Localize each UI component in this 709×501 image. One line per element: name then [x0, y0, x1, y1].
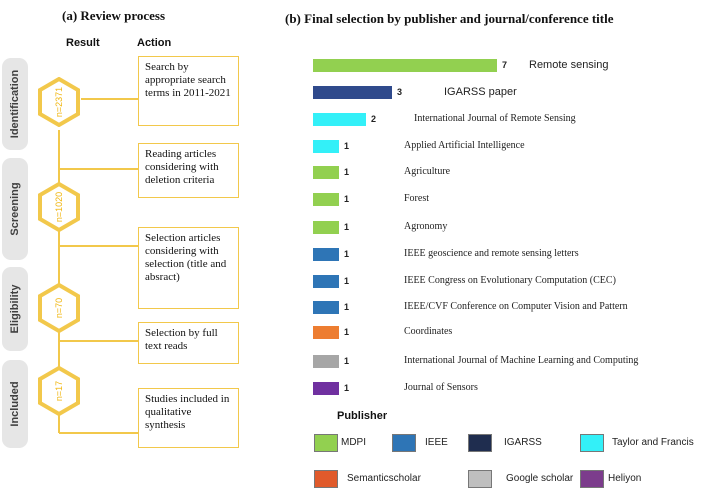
action-box-full-text: Selection by full text reads [138, 322, 239, 364]
legend-label: Google scholar [506, 473, 574, 484]
stage-label-included: Included [9, 381, 21, 427]
final-selection-title: (b) Final selection by publisher and jou… [285, 11, 614, 26]
bar-category-label: IEEE geoscience and remote sensing lette… [404, 248, 579, 259]
bar-1 [313, 59, 497, 72]
legend-label: MDPI [341, 437, 366, 448]
stage-label-screening: Screening [9, 182, 21, 236]
bar-category-label: IGARSS paper [444, 86, 517, 98]
bar-13 [313, 382, 339, 395]
stage-label-identification: Identification [9, 69, 21, 139]
legend-label: IEEE [425, 437, 448, 448]
bar-category-label: Journal of Sensors [404, 382, 478, 393]
connector-included [59, 432, 138, 434]
legend-swatch [580, 434, 604, 452]
bar-category-label: Remote sensing [529, 59, 609, 71]
legend-label: Heliyon [608, 473, 642, 484]
result-hexagon-included [38, 366, 80, 416]
legend-swatch [314, 470, 338, 488]
bar-category-label: Agriculture [404, 166, 451, 177]
result-hexagon-identification [38, 77, 80, 127]
bar-value-label: 1 [344, 302, 350, 312]
bar-10 [313, 301, 339, 314]
result-hexagon-screening [38, 182, 80, 232]
bar-value-label: 1 [344, 356, 350, 366]
bar-value-label: 1 [344, 167, 350, 177]
bar-value-label: 1 [344, 222, 350, 232]
action-box-screening: Reading articles considering with deleti… [138, 143, 239, 198]
bar-9 [313, 275, 339, 288]
bar-value-label: 1 [344, 276, 350, 286]
bar-12 [313, 355, 339, 368]
bar-category-label: International Journal of Remote Sensing [414, 113, 576, 124]
bar-category-label: Forest [404, 193, 429, 204]
bar-2 [313, 86, 392, 99]
legend-swatch [580, 470, 604, 488]
bar-3 [313, 113, 366, 126]
legend-label: Taylor and Francis [612, 437, 694, 448]
bar-category-label: Applied Artificial Intelligence [404, 140, 525, 151]
action-box-search: Search by appropriate search terms in 20… [138, 56, 239, 126]
bar-value-label: 1 [344, 327, 350, 337]
review-process-title: (a) Review process [62, 8, 166, 23]
bar-value-label: 2 [371, 114, 377, 124]
stage-label-eligibility: Eligibility [9, 284, 21, 334]
bar-6 [313, 193, 339, 206]
result-count-identification: n=2371 [54, 86, 64, 118]
stage-pill-included [2, 360, 28, 448]
bar-category-label: International Journal of Machine Learnin… [404, 355, 639, 366]
result-count-included: n=17 [54, 380, 64, 402]
connector-eligibility-full-text [59, 340, 138, 342]
stage-pill-eligibility [2, 267, 28, 351]
bar-value-label: 1 [344, 194, 350, 204]
bar-value-label: 3 [397, 87, 403, 97]
legend-label: Semanticscholar [347, 473, 421, 484]
action-column-header: Action [137, 37, 172, 49]
action-box-eligibility: Selection articles considering with sele… [138, 227, 239, 309]
legend-swatch [314, 434, 338, 452]
connector-screening [59, 168, 138, 170]
legend-swatch [468, 434, 492, 452]
bar-value-label: 1 [344, 249, 350, 259]
bar-value-label: 1 [344, 141, 350, 151]
stage-pill-identification [2, 58, 28, 150]
flow-vertical-line [58, 130, 60, 433]
bar-category-label: Agronomy [404, 221, 448, 232]
connector-identification [81, 98, 138, 100]
bar-8 [313, 248, 339, 261]
stage-pill-screening [2, 158, 28, 260]
bar-11 [313, 326, 339, 339]
bar-5 [313, 166, 339, 179]
result-count-screening: n=1020 [54, 191, 64, 223]
legend-swatch [468, 470, 492, 488]
result-column-header: Result [66, 37, 100, 49]
legend-title: Publisher [337, 410, 388, 422]
bar-category-label: IEEE Congress on Evolutionary Computatio… [404, 275, 616, 286]
bar-4 [313, 140, 339, 153]
bar-category-label: Coordinates [404, 326, 453, 337]
result-hexagon-eligibility [38, 283, 80, 333]
bar-value-label: 7 [502, 60, 508, 70]
connector-eligibility [59, 245, 138, 247]
bar-category-label: IEEE/CVF Conference on Computer Vision a… [404, 301, 628, 312]
result-count-eligibility: n=70 [54, 297, 64, 319]
bar-7 [313, 221, 339, 234]
legend-label: IGARSS [504, 437, 542, 448]
legend-swatch [392, 434, 416, 452]
bar-value-label: 1 [344, 383, 350, 393]
action-box-included: Studies included in qualitative synthesi… [138, 388, 239, 448]
